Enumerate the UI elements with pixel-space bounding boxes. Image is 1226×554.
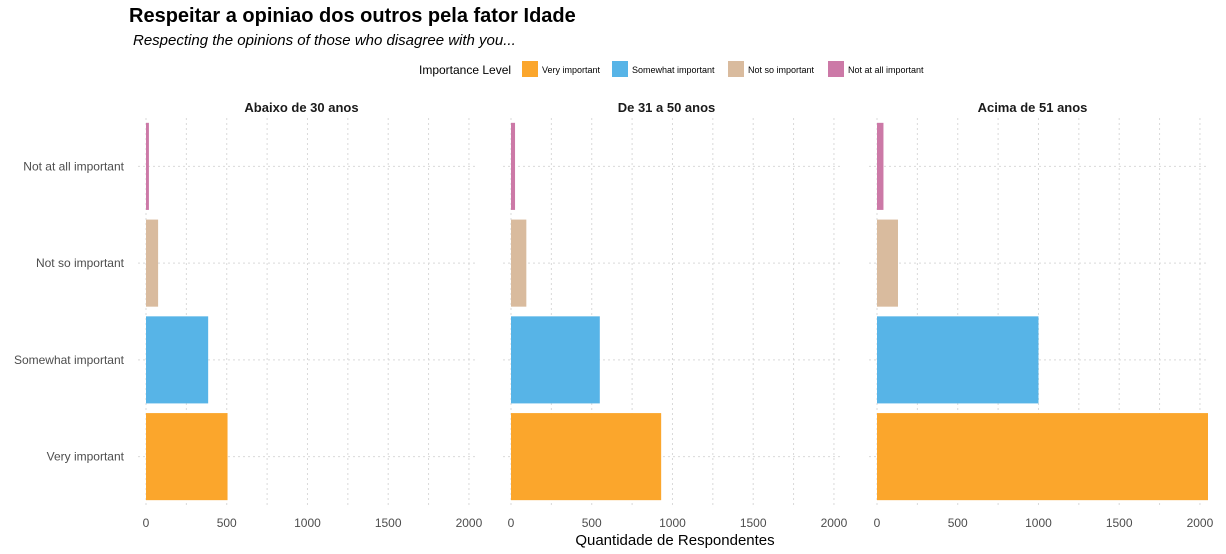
legend: Importance Level Very important Somewhat … <box>419 61 924 77</box>
legend-key-somewhat-important <box>612 61 628 77</box>
x-tick-label: 1500 <box>1106 516 1133 530</box>
bar-very-important <box>146 413 228 501</box>
facets: 0 500 1000 1500 2000 Abaixo de 30 anos 0 500 100… <box>138 100 1214 530</box>
legend-label-very-important: Very important <box>542 65 601 75</box>
x-tick-label: 2000 <box>1187 516 1214 530</box>
x-tick-label: 1000 <box>659 516 686 530</box>
chart-title: Respeitar a opiniao dos outros pela fato… <box>129 5 576 27</box>
legend-key-very-important <box>522 61 538 77</box>
facet-title: Acima de 51 anos <box>978 100 1088 115</box>
x-tick-label: 500 <box>582 516 602 530</box>
legend-title: Importance Level <box>419 63 511 77</box>
legend-label-not-at-all-important: Not at all important <box>848 65 924 75</box>
bar-very-important <box>877 413 1208 501</box>
y-axis: Very important Somewhat important Not so i… <box>14 159 125 463</box>
x-tick-label: 0 <box>508 516 515 530</box>
bar-somewhat-important <box>877 316 1039 404</box>
x-tick-label: 500 <box>217 516 237 530</box>
bar-somewhat-important <box>146 316 209 404</box>
x-tick-label: 500 <box>948 516 968 530</box>
legend-label-not-so-important: Not so important <box>748 65 815 75</box>
facet-title: De 31 a 50 anos <box>618 100 716 115</box>
x-tick-label: 2000 <box>821 516 848 530</box>
legend-key-not-at-all-important <box>828 61 844 77</box>
facet-abaixo-de-30-anos: 0 500 1000 1500 2000 Abaixo de 30 anos <box>138 100 483 530</box>
y-tick-label-somewhat-important: Somewhat important <box>14 353 125 367</box>
bar-very-important <box>511 413 662 501</box>
facet-title: Abaixo de 30 anos <box>244 100 358 115</box>
bar-somewhat-important <box>511 316 600 404</box>
legend-key-not-so-important <box>728 61 744 77</box>
bar-not-at-all-important <box>877 122 884 210</box>
bar-not-so-important <box>877 219 898 307</box>
legend-label-somewhat-important: Somewhat important <box>632 65 715 75</box>
bar-not-at-all-important <box>511 122 516 210</box>
chart-subtitle: Respecting the opinions of those who dis… <box>133 32 516 49</box>
x-tick-label: 0 <box>874 516 881 530</box>
x-tick-label: 0 <box>143 516 150 530</box>
y-tick-label-not-at-all-important: Not at all important <box>23 159 124 173</box>
x-tick-label: 1500 <box>375 516 402 530</box>
bar-not-so-important <box>511 219 527 307</box>
x-axis-label: Quantidade de Respondentes <box>575 532 774 549</box>
bar-not-at-all-important <box>146 122 149 210</box>
facet-de-31-a-50-anos: 0 500 1000 1500 2000 De 31 a 50 anos <box>503 100 848 530</box>
y-tick-label-not-so-important: Not so important <box>36 256 125 270</box>
x-tick-label: 1500 <box>740 516 767 530</box>
y-tick-label-very-important: Very important <box>47 450 125 464</box>
x-tick-label: 1000 <box>294 516 321 530</box>
x-tick-label: 1000 <box>1025 516 1052 530</box>
bar-not-so-important <box>146 219 159 307</box>
x-tick-label: 2000 <box>456 516 483 530</box>
facet-acima-de-51-anos: 0 500 1000 1500 2000 Acima de 51 anos <box>869 100 1214 530</box>
